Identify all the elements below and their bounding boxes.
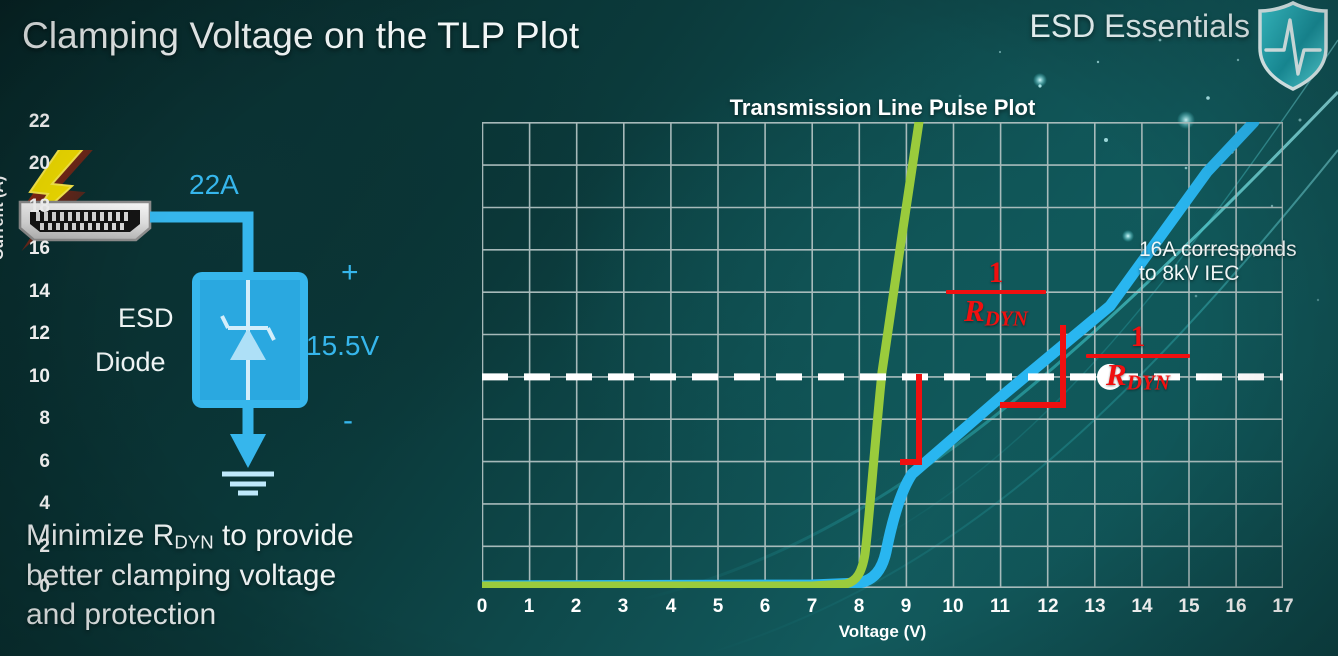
page-title: Clamping Voltage on the TLP Plot	[22, 15, 580, 56]
slope-indicator-blue	[1000, 325, 1066, 408]
polarity-minus-label: -	[343, 404, 353, 437]
x-tick-6: 6	[759, 596, 771, 617]
x-axis-label: Voltage (V)	[838, 622, 927, 641]
slope-label-green: 1 RDYN	[946, 258, 1046, 330]
threshold-annotation: 16A corresponds to 8kV IEC	[1139, 238, 1338, 286]
x-tick-17: 17	[1272, 596, 1294, 617]
caption-line1-sub: DYN	[174, 531, 214, 553]
slope-denominator-blue: RDYN	[1086, 357, 1190, 395]
x-tick-5: 5	[712, 596, 724, 617]
y-tick-14: 14	[28, 281, 50, 302]
x-tick-2: 2	[570, 596, 582, 617]
x-tick-1: 1	[523, 596, 535, 617]
x-tick-0: 0	[476, 596, 488, 617]
y-tick-10: 10	[28, 366, 50, 387]
y-tick-6: 6	[39, 451, 50, 472]
y-axis-label: Current (A)	[0, 175, 7, 261]
caption-line3: and protection	[26, 598, 217, 632]
x-tick-11: 11	[989, 596, 1011, 617]
y-tick-12: 12	[28, 323, 50, 344]
esd-label: ESD	[118, 303, 174, 333]
y-tick-4: 4	[39, 493, 50, 514]
slope-numerator-blue: 1	[1130, 320, 1146, 353]
x-tick-14: 14	[1131, 596, 1153, 617]
diode-label: Diode	[95, 347, 166, 377]
caption-line1-post: to provide	[213, 519, 354, 552]
tlp-plot	[482, 122, 1283, 588]
rdyn-sub-blue: DYN	[1126, 370, 1170, 395]
x-tick-10: 10	[942, 596, 964, 617]
y-tick-20: 20	[28, 153, 50, 174]
y-tick-22: 22	[28, 111, 50, 132]
ground-symbol-icon	[222, 434, 274, 496]
fraction-bar-green	[946, 290, 1046, 294]
fraction-bar-blue	[1086, 354, 1190, 358]
caption-line1-pre: Minimize R	[26, 519, 175, 552]
shield-pulse-icon	[1258, 1, 1328, 91]
esd-circuit-diagram	[18, 150, 308, 496]
caption-text: Minimize RDYN to provide better clamping…	[26, 516, 436, 635]
rdyn-base-blue: R	[1105, 357, 1127, 392]
curve-high-rdyn	[482, 122, 1260, 588]
x-tick-3: 3	[617, 596, 629, 617]
clamp-voltage-label: 15.5V	[306, 330, 380, 361]
x-tick-16: 16	[1225, 596, 1247, 617]
threshold-annotation-line2: to 8kV IEC	[1139, 261, 1240, 285]
slope-denominator-green: RDYN	[946, 293, 1046, 331]
threshold-annotation-line1: 16A corresponds	[1139, 238, 1297, 261]
rdyn-sub-green: DYN	[984, 306, 1028, 331]
rdyn-base-green: R	[963, 293, 985, 328]
polarity-plus-label: +	[341, 256, 359, 289]
x-tick-9: 9	[900, 596, 912, 617]
x-tick-4: 4	[665, 596, 677, 617]
y-tick-8: 8	[39, 408, 50, 429]
slope-indicator-green	[900, 374, 922, 465]
circuit-wiring	[150, 211, 254, 438]
brand-label: ESD Essentials	[1029, 8, 1250, 44]
tvs-diode-icon	[192, 272, 308, 408]
slope-label-blue: 1 RDYN	[1086, 322, 1190, 394]
clamping-point-marker	[1097, 363, 1123, 390]
chart-title: Transmission Line Pulse Plot	[729, 95, 1036, 120]
x-tick-7: 7	[806, 596, 818, 617]
y-tick-18: 18	[28, 196, 50, 217]
x-tick-13: 13	[1084, 596, 1106, 617]
slope-numerator-green: 1	[988, 256, 1004, 289]
hdmi-connector-icon	[18, 200, 152, 242]
caption-line2: better clamping voltage	[26, 558, 337, 592]
x-tick-15: 15	[1178, 596, 1200, 617]
y-tick-2: 2	[39, 536, 50, 557]
x-tick-8: 8	[853, 596, 865, 617]
y-tick-0: 0	[39, 576, 50, 597]
x-tick-12: 12	[1037, 596, 1059, 617]
y-tick-16: 16	[28, 238, 50, 259]
current-label: 22A	[189, 169, 239, 200]
curve-low-rdyn	[482, 122, 924, 588]
